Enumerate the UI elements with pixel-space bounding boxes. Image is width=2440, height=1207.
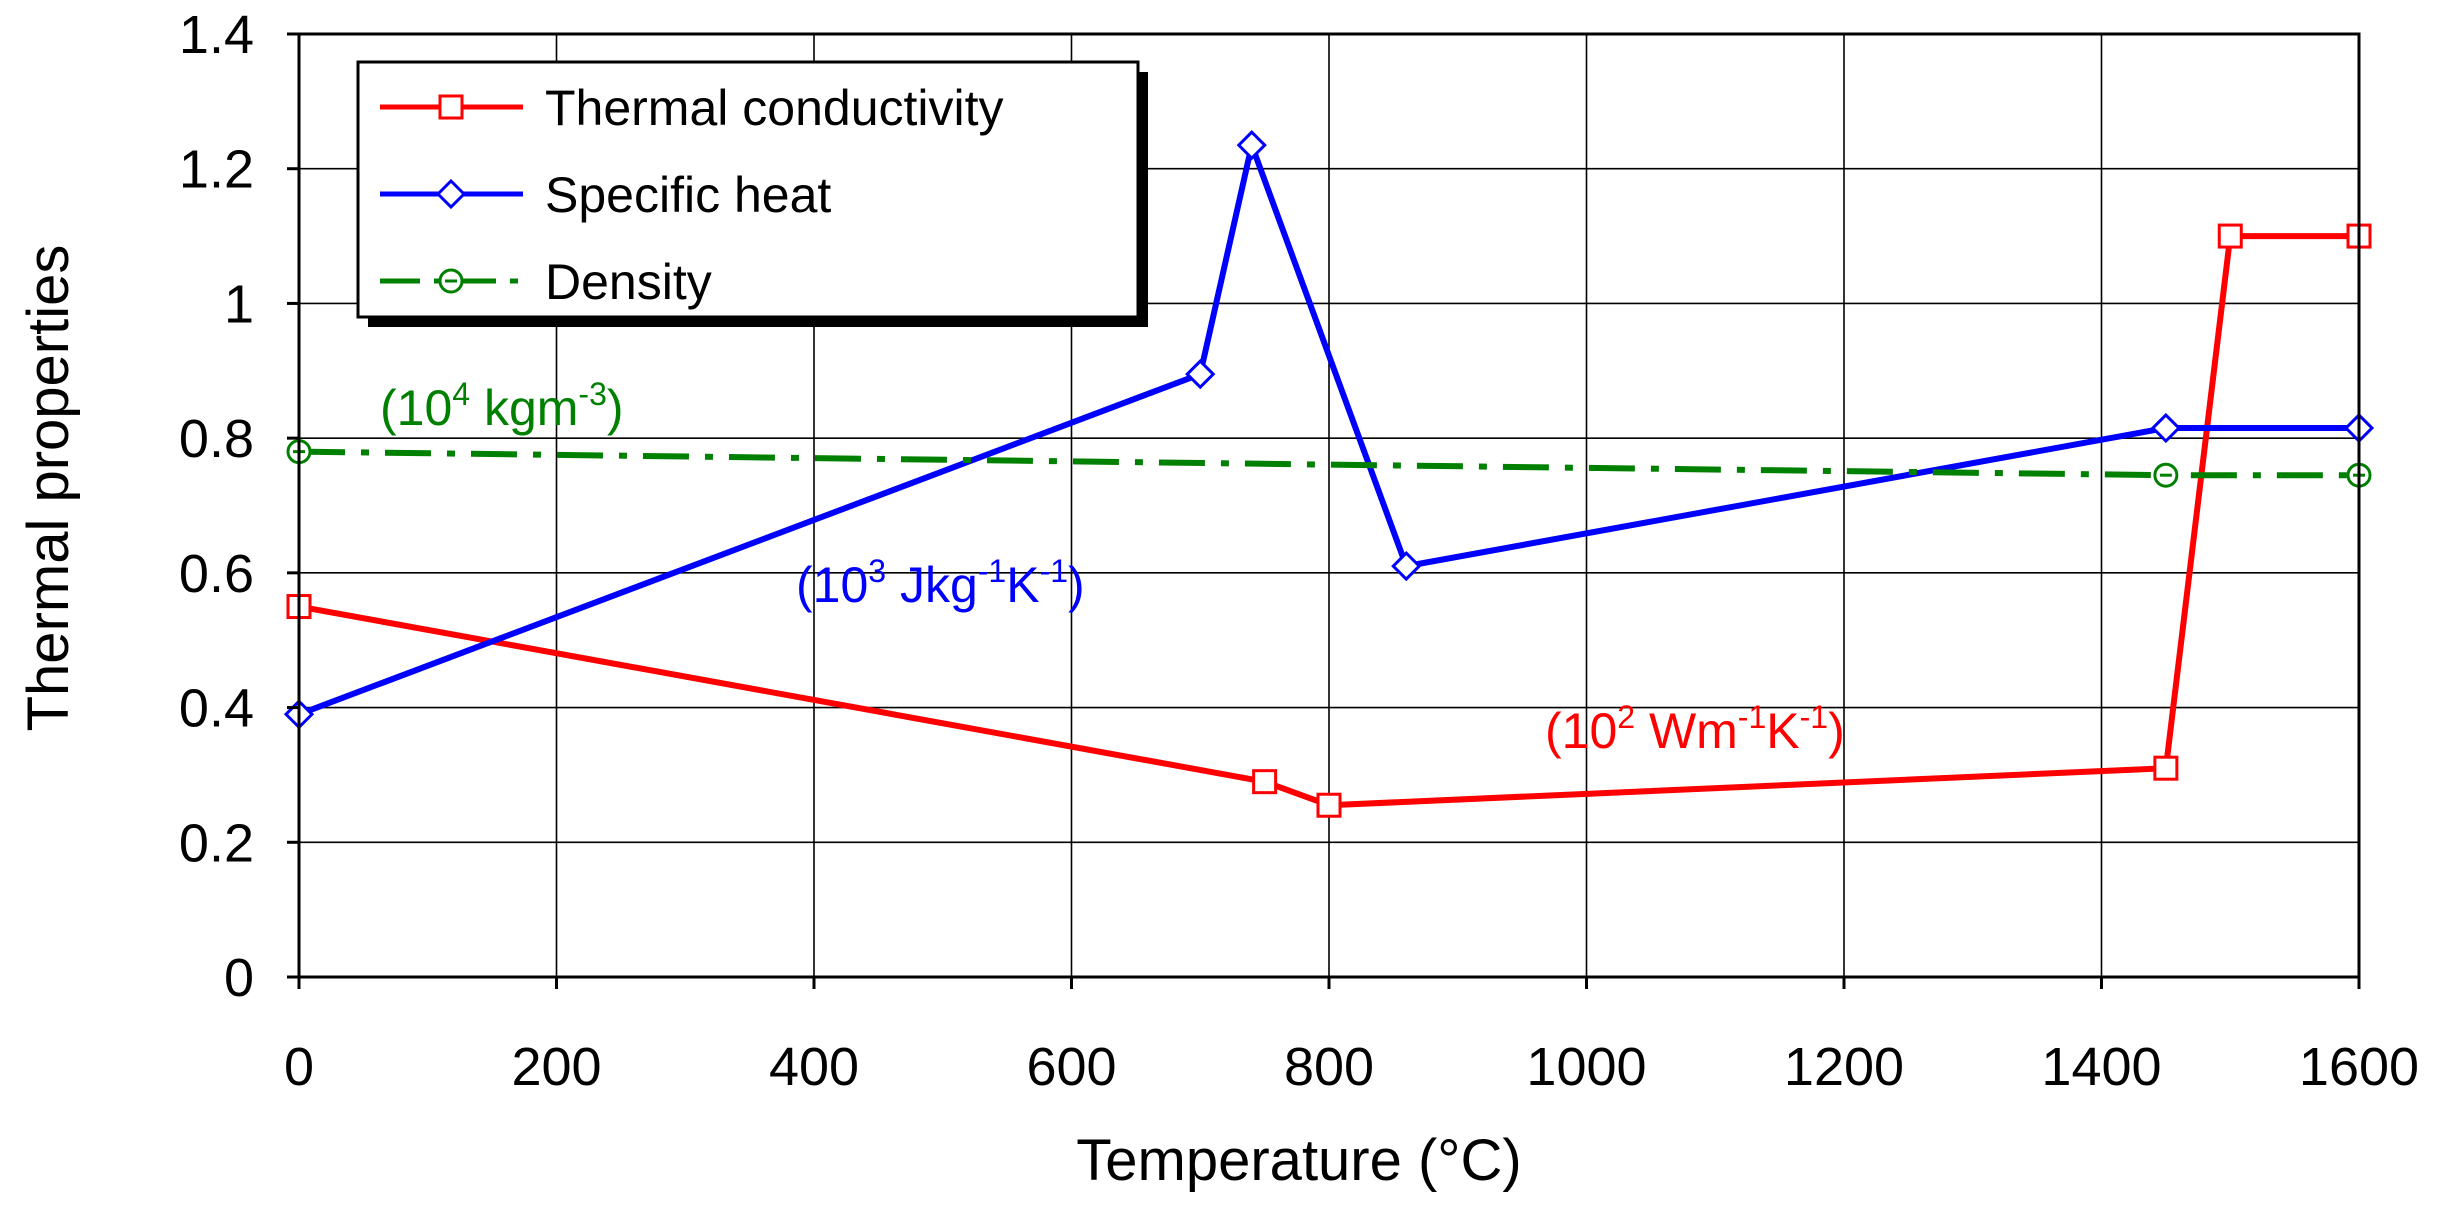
legend-label: Density — [545, 254, 712, 310]
specific-heat-point — [1185, 359, 1216, 390]
density-line — [298, 448, 2359, 479]
unit-exponent: 4 — [452, 376, 470, 412]
unit-text: kgm — [470, 380, 578, 436]
unit-base: (10 — [380, 380, 452, 436]
thermal-conductivity-point — [2217, 223, 2243, 249]
x-axis-label: Temperature (°C) — [1076, 1128, 1521, 1193]
legend-marker — [438, 94, 464, 120]
unit-exponent: 2 — [1617, 699, 1635, 735]
unit-exponent: 3 — [868, 553, 886, 589]
density-unit-label: (104 kgm-3) — [380, 376, 624, 436]
specific-heat-line — [297, 142, 2359, 718]
y-tick-label: 0 — [224, 948, 254, 1008]
legend-item-density: Density — [380, 254, 712, 310]
legend: Thermal conductivity Specific heat Density — [356, 60, 1148, 327]
y-tick-label: 0.6 — [179, 544, 254, 604]
unit-text: K — [1766, 703, 1799, 759]
unit-text: K — [1006, 557, 1039, 613]
specific-heat-point — [2150, 412, 2181, 444]
unit-text: Wm — [1635, 703, 1738, 759]
y-axis-label: Thermal properties — [16, 245, 81, 732]
x-tick-label: 200 — [511, 1037, 601, 1097]
legend-item-specific-heat: Specific heat — [380, 167, 831, 223]
x-tick-label: 1400 — [2041, 1037, 2161, 1097]
y-tick-label: 1.4 — [179, 5, 254, 65]
legend-marker — [435, 178, 467, 210]
series-thermal-conductivity — [286, 223, 2372, 818]
x-tick-label: 1200 — [1784, 1037, 1904, 1097]
unit-text: Jkg — [886, 557, 978, 613]
y-axis-tick-labels: 0 0.2 0.4 0.6 0.8 1 1.2 1.4 — [179, 5, 299, 1008]
unit-text: ) — [1068, 557, 1085, 613]
density-point — [2153, 462, 2179, 488]
y-tick-label: 1.2 — [179, 140, 254, 200]
unit-base: (10 — [796, 557, 868, 613]
x-tick-label: 800 — [1284, 1037, 1374, 1097]
unit-exponent: -1 — [1800, 699, 1828, 735]
unit-exponent: -1 — [978, 553, 1006, 589]
y-tick-label: 0.2 — [179, 813, 254, 873]
series-layer — [283, 130, 2375, 818]
legend-item-thermal-conductivity: Thermal conductivity — [380, 80, 1004, 136]
unit-text: ) — [607, 380, 624, 436]
legend-label: Specific heat — [545, 167, 831, 223]
specific-heat-unit-label: (103 Jkg-1K-1) — [796, 553, 1085, 613]
x-tick-label: 1600 — [2299, 1037, 2419, 1097]
thermal-conductivity-line — [298, 233, 2359, 809]
unit-exponent: -3 — [578, 376, 606, 412]
x-axis-tick-labels: 0 200 400 600 800 1000 1200 1400 1600 — [284, 977, 2419, 1097]
unit-base: (10 — [1545, 703, 1617, 759]
unit-text: ) — [1828, 703, 1845, 759]
x-tick-label: 600 — [1026, 1037, 1116, 1097]
x-tick-label: 1000 — [1526, 1037, 1646, 1097]
legend-label: Thermal conductivity — [545, 80, 1004, 136]
y-tick-label: 0.8 — [179, 409, 254, 469]
y-tick-label: 0.4 — [179, 679, 254, 739]
thermal-conductivity-unit-label: (102 Wm-1K-1) — [1545, 699, 1845, 759]
thermal-conductivity-point — [1252, 769, 1278, 795]
x-tick-label: 400 — [769, 1037, 859, 1097]
thermal-conductivity-point — [1316, 792, 1342, 818]
specific-heat-point — [1391, 551, 1422, 582]
legend-marker — [438, 268, 464, 294]
unit-exponent: -1 — [1738, 699, 1766, 735]
y-tick-label: 1 — [224, 274, 254, 334]
thermal-conductivity-point — [2153, 755, 2179, 781]
unit-exponent: -1 — [1040, 553, 1068, 589]
x-tick-label: 0 — [284, 1037, 314, 1097]
unit-labels: (102 Wm-1K-1)(103 Jkg-1K-1)(104 kgm-3) — [380, 376, 1845, 759]
specific-heat-point — [1236, 130, 1267, 161]
